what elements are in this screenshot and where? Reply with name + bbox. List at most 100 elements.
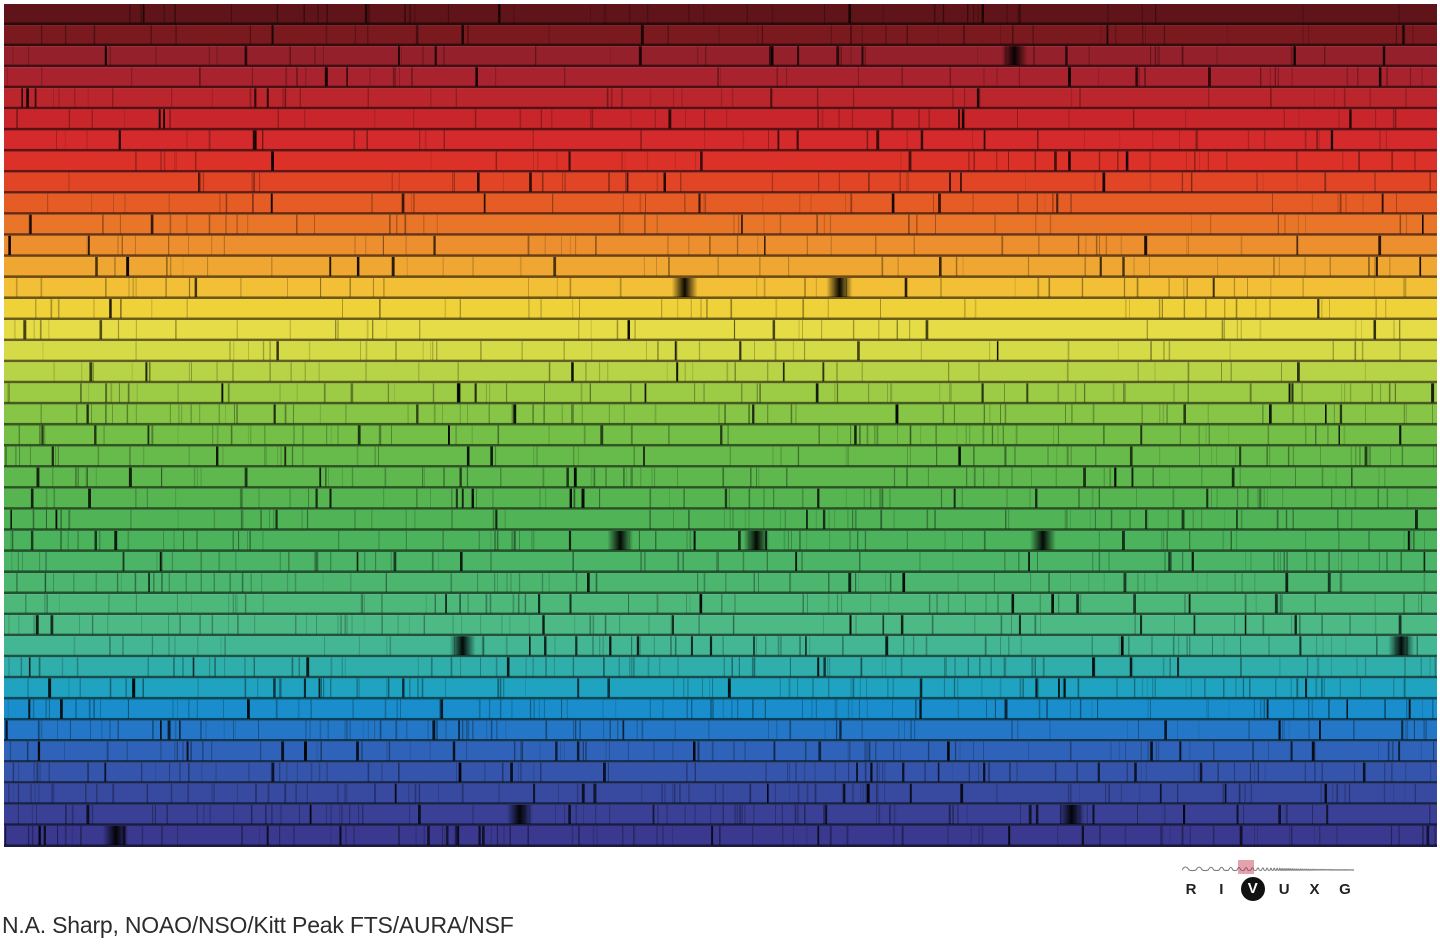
absorption-line <box>177 383 179 403</box>
absorption-line <box>981 383 984 403</box>
absorption-line <box>363 615 365 635</box>
absorption-line <box>1062 678 1064 698</box>
absorption-line <box>1299 615 1301 635</box>
absorption-line <box>109 678 112 698</box>
absorption-line <box>251 67 253 87</box>
absorption-line <box>773 741 776 761</box>
absorption-line <box>1140 762 1142 782</box>
absorption-line <box>16 573 17 593</box>
absorption-line <box>885 657 887 677</box>
absorption-line <box>1098 488 1100 508</box>
absorption-line <box>168 615 169 635</box>
absorption-line <box>944 657 946 677</box>
absorption-line <box>893 509 895 529</box>
absorption-line <box>329 256 332 276</box>
absorption-line <box>461 615 463 635</box>
absorption-line <box>495 509 498 529</box>
absorption-line <box>1308 25 1310 45</box>
absorption-line <box>810 193 812 213</box>
absorption-line <box>1293 46 1296 66</box>
absorption-line <box>958 446 961 466</box>
spectrum-row-band <box>4 488 1437 510</box>
absorption-line <box>461 25 464 45</box>
absorption-line <box>1212 825 1215 845</box>
absorption-line <box>1274 594 1278 614</box>
absorption-line <box>1268 636 1270 656</box>
absorption-line <box>91 804 94 824</box>
absorption-line <box>697 741 699 761</box>
absorption-line <box>445 720 447 740</box>
absorption-line <box>581 488 585 508</box>
absorption-line <box>1239 446 1242 466</box>
absorption-line <box>17 804 19 824</box>
absorption-line <box>836 383 839 403</box>
absorption-line <box>962 530 963 550</box>
absorption-line <box>418 362 420 382</box>
absorption-line <box>1198 762 1200 782</box>
absorption-line <box>86 130 88 150</box>
absorption-line <box>466 467 469 487</box>
absorption-line <box>837 425 839 445</box>
absorption-line <box>291 657 294 677</box>
absorption-line <box>1414 151 1416 171</box>
absorption-line <box>225 214 227 234</box>
absorption-line <box>163 109 165 129</box>
absorption-line <box>711 825 714 845</box>
absorption-line <box>556 151 558 171</box>
absorption-line <box>928 594 931 614</box>
spectrum-row-band <box>4 151 1437 173</box>
absorption-line <box>670 615 672 635</box>
absorption-line <box>673 88 674 108</box>
absorption-line <box>388 741 391 761</box>
absorption-line <box>1079 88 1081 108</box>
absorption-line <box>1149 172 1152 192</box>
absorption-line <box>710 699 712 719</box>
absorption-line <box>1084 256 1087 276</box>
absorption-line <box>1288 383 1291 403</box>
absorption-line <box>1028 804 1032 824</box>
absorption-line <box>920 341 922 361</box>
absorption-line <box>177 825 178 845</box>
absorption-line <box>1208 88 1210 108</box>
absorption-line <box>592 636 594 656</box>
absorption-line <box>378 530 380 550</box>
absorption-line <box>216 46 218 66</box>
absorption-line <box>1283 720 1285 740</box>
absorption-line <box>1365 404 1366 424</box>
absorption-line <box>424 467 425 487</box>
absorption-line <box>795 404 797 424</box>
absorption-line <box>1244 783 1246 803</box>
absorption-line <box>906 530 908 550</box>
absorption-line <box>806 825 808 845</box>
absorption-line <box>1381 193 1384 213</box>
absorption-line <box>688 509 690 529</box>
absorption-line <box>374 109 376 129</box>
absorption-line <box>1383 783 1386 803</box>
absorption-line <box>884 783 886 803</box>
absorption-line <box>806 509 808 529</box>
absorption-line <box>790 404 793 424</box>
absorption-line <box>96 783 98 803</box>
absorption-line <box>211 783 213 803</box>
absorption-line <box>1128 636 1130 656</box>
absorption-line <box>703 383 705 403</box>
absorption-line <box>357 425 361 445</box>
absorption-line <box>731 657 733 677</box>
absorption-line <box>1109 467 1112 487</box>
absorption-line <box>1053 425 1054 445</box>
absorption-line <box>490 551 492 572</box>
absorption-line <box>1421 67 1423 87</box>
absorption-line <box>939 383 941 403</box>
absorption-line <box>260 509 262 529</box>
absorption-line <box>646 341 647 361</box>
absorption-line <box>279 551 281 572</box>
absorption-line <box>485 594 488 614</box>
absorption-line <box>802 594 804 614</box>
absorption-line <box>724 488 728 508</box>
absorption-line <box>1210 214 1212 234</box>
absorption-line <box>1429 172 1431 192</box>
absorption-line <box>848 4 851 24</box>
absorption-line <box>1151 130 1154 150</box>
absorption-line <box>250 573 252 593</box>
absorption-line <box>782 362 785 382</box>
